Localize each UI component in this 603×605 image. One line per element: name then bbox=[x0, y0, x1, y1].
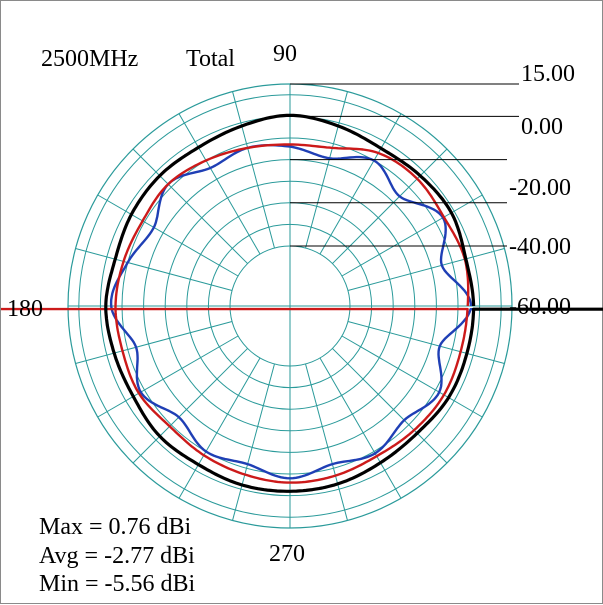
stat-max: Max = 0.76 dBi bbox=[39, 514, 192, 540]
series-layer bbox=[1, 113, 603, 493]
grid-spoke bbox=[341, 194, 483, 277]
radial-tick-label-minus20: -20.00 bbox=[509, 175, 571, 201]
chart-title: 2500MHz bbox=[41, 46, 138, 72]
grid-spoke bbox=[232, 91, 275, 249]
grid-spoke bbox=[75, 248, 233, 291]
grid-spoke bbox=[75, 321, 233, 364]
stat-avg: Avg = -2.77 dBi bbox=[39, 543, 195, 569]
grid-spoke bbox=[347, 248, 505, 291]
grid-spoke bbox=[347, 321, 505, 364]
angle-label-90: 90 bbox=[273, 41, 297, 67]
grid-spoke bbox=[178, 113, 261, 255]
radial-tick-label-15: 15.00 bbox=[521, 61, 575, 87]
grid-spoke bbox=[132, 148, 248, 264]
grid-spoke bbox=[332, 348, 448, 464]
series-line bbox=[104, 113, 603, 493]
grid-spoke bbox=[332, 148, 448, 264]
radial-tick-label-minus40: -40.00 bbox=[509, 234, 571, 260]
grid-spoke bbox=[341, 335, 483, 418]
radial-tick-label-0: 0.00 bbox=[521, 114, 563, 140]
grid-spoke bbox=[132, 348, 248, 464]
angle-label-180: 180 bbox=[7, 296, 43, 322]
grid-spoke bbox=[97, 335, 239, 418]
grid-spoke bbox=[319, 357, 402, 499]
grid-spoke bbox=[319, 113, 402, 255]
series-line bbox=[1, 143, 470, 484]
series-line bbox=[109, 143, 603, 480]
radial-tick-guides bbox=[290, 83, 519, 247]
angle-label-270: 270 bbox=[269, 541, 305, 567]
radial-tick-label-minus60: -60.00 bbox=[509, 294, 571, 320]
stat-min: Min = -5.56 dBi bbox=[39, 571, 196, 597]
chart-subtitle: Total bbox=[186, 46, 235, 72]
grid-spoke bbox=[305, 363, 348, 521]
grid-spoke bbox=[178, 357, 261, 499]
grid-spoke bbox=[97, 194, 239, 277]
polar-grid bbox=[67, 83, 513, 529]
grid-spoke bbox=[305, 91, 348, 249]
grid-spoke bbox=[232, 363, 275, 521]
